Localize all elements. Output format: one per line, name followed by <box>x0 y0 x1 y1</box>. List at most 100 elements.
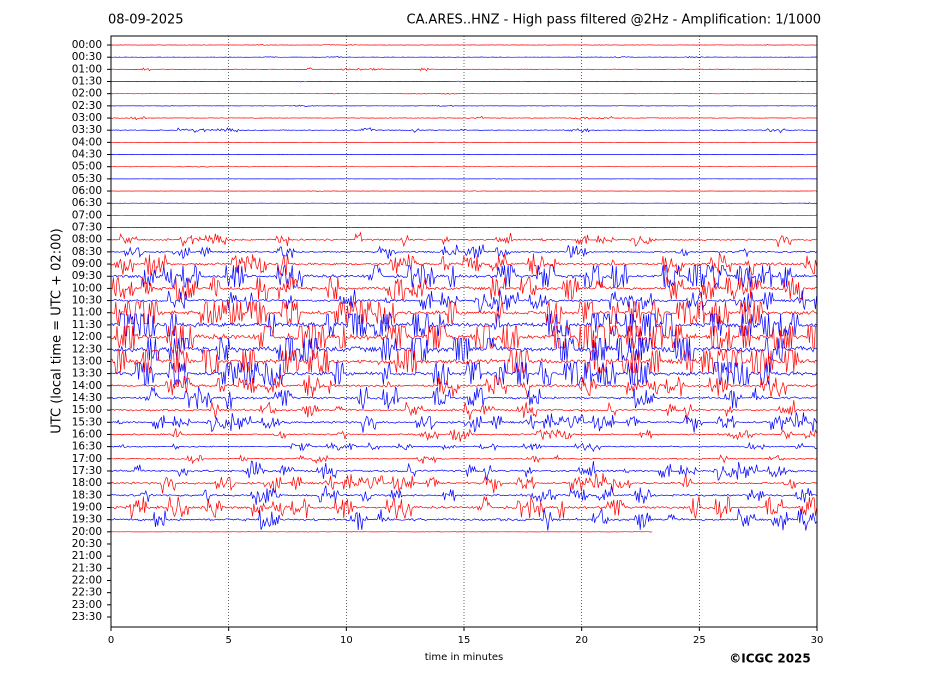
y-tick-label: 16:00 <box>72 428 102 440</box>
y-tick-label: 07:00 <box>72 209 102 221</box>
y-tick-label: 06:00 <box>72 185 102 197</box>
x-tick-label: 30 <box>811 635 824 646</box>
x-axis-label: time in minutes <box>425 652 504 663</box>
seismic-trace <box>110 67 817 72</box>
x-tick-label: 10 <box>340 635 353 646</box>
seismic-trace <box>110 190 817 192</box>
seismic-trace <box>110 507 817 531</box>
y-tick-label: 10:30 <box>72 295 102 307</box>
seismic-trace <box>110 226 817 229</box>
y-tick-label: 19:30 <box>72 514 102 526</box>
seismic-trace <box>110 244 817 260</box>
x-tick-label: 15 <box>458 635 471 646</box>
x-tick-label: 25 <box>693 635 706 646</box>
seismic-trace <box>110 92 817 95</box>
seismic-trace <box>110 386 817 409</box>
y-tick-label: 06:30 <box>72 197 102 209</box>
y-tick-label: 23:00 <box>72 599 102 611</box>
y-tick-label: 05:00 <box>72 161 102 173</box>
y-tick-label: 11:30 <box>72 319 102 331</box>
seismic-trace <box>110 115 817 121</box>
y-tick-label: 17:30 <box>72 465 102 477</box>
seismic-trace <box>110 441 817 453</box>
y-tick-label: 17:00 <box>72 453 102 465</box>
seismic-trace <box>110 276 817 301</box>
y-tick-label: 05:30 <box>72 173 102 185</box>
seismic-trace <box>110 361 817 386</box>
y-tick-label: 04:30 <box>72 149 102 161</box>
y-tick-label: 14:30 <box>72 392 102 404</box>
y-tick-label: 00:30 <box>72 51 102 63</box>
y-tick-label: 14:00 <box>72 380 102 392</box>
seismic-trace <box>110 374 817 398</box>
seismic-trace <box>110 473 817 494</box>
seismic-trace <box>110 104 817 107</box>
seismic-trace <box>110 454 817 465</box>
chart-title: CA.ARES..HNZ - High pass filtered @2Hz -… <box>407 13 821 28</box>
y-tick-label: 20:00 <box>72 526 102 538</box>
chart-date: 08-09-2025 <box>108 13 184 28</box>
seismic-trace <box>110 202 817 204</box>
seismic-trace <box>110 166 817 168</box>
y-tick-label: 21:00 <box>72 550 102 562</box>
y-tick-label: 15:30 <box>72 416 102 428</box>
y-tick-label: 08:30 <box>72 246 102 258</box>
seismic-trace <box>110 349 817 374</box>
y-tick-label: 11:00 <box>72 307 102 319</box>
y-tick-label: 01:30 <box>72 76 102 88</box>
y-tick-label: 12:30 <box>72 343 102 355</box>
x-tick-label: 5 <box>225 635 231 646</box>
seismic-trace <box>110 300 817 325</box>
seismic-trace <box>110 56 817 59</box>
seismic-trace <box>110 531 653 533</box>
y-tick-label: 03:00 <box>72 112 102 124</box>
y-tick-label: 00:00 <box>72 39 102 51</box>
seismic-trace <box>110 252 817 276</box>
seismic-trace <box>110 428 817 442</box>
seismic-trace <box>110 412 817 433</box>
seismic-trace <box>110 289 817 313</box>
y-tick-label: 03:30 <box>72 124 102 136</box>
y-tick-label: 09:30 <box>72 270 102 282</box>
y-tick-label: 22:30 <box>72 587 102 599</box>
y-axis-label: UTC (local time = UTC + 02:00) <box>50 228 65 433</box>
y-tick-label: 02:00 <box>72 88 102 100</box>
seismic-trace <box>110 336 817 361</box>
y-tick-label: 13:30 <box>72 368 102 380</box>
y-tick-label: 12:00 <box>72 331 102 343</box>
seismic-trace <box>110 178 817 180</box>
y-tick-label: 21:30 <box>72 562 102 574</box>
y-tick-label: 09:00 <box>72 258 102 270</box>
y-tick-label: 18:00 <box>72 477 102 489</box>
seismic-trace <box>110 485 817 505</box>
y-tick-label: 01:00 <box>72 63 102 75</box>
seismic-trace <box>110 141 817 144</box>
y-tick-label: 02:30 <box>72 100 102 112</box>
y-tick-label: 13:00 <box>72 355 102 367</box>
plot-frame <box>110 35 818 628</box>
seismic-trace <box>110 495 817 519</box>
seismic-trace <box>110 127 817 134</box>
y-tick-label: 04:00 <box>72 136 102 148</box>
y-tick-label: 18:30 <box>72 489 102 501</box>
y-tick-label: 08:00 <box>72 234 102 246</box>
seismic-trace <box>110 153 817 156</box>
seismic-trace <box>110 324 817 350</box>
y-tick-label: 10:00 <box>72 282 102 294</box>
credit: ©ICGC 2025 <box>729 652 811 666</box>
y-tick-label: 19:00 <box>72 501 102 513</box>
y-tick-label: 15:00 <box>72 404 102 416</box>
seismic-trace <box>110 231 817 248</box>
seismic-trace <box>110 400 817 421</box>
seismic-trace <box>110 264 817 289</box>
y-tick-label: 07:30 <box>72 222 102 234</box>
seismic-trace <box>110 43 817 46</box>
seismic-trace <box>110 312 817 338</box>
seismic-trace <box>110 460 817 482</box>
y-tick-label: 20:30 <box>72 538 102 550</box>
y-tick-label: 23:30 <box>72 611 102 623</box>
y-tick-label: 16:30 <box>72 441 102 453</box>
x-tick-label: 20 <box>575 635 588 646</box>
x-tick-label: 0 <box>108 635 114 646</box>
